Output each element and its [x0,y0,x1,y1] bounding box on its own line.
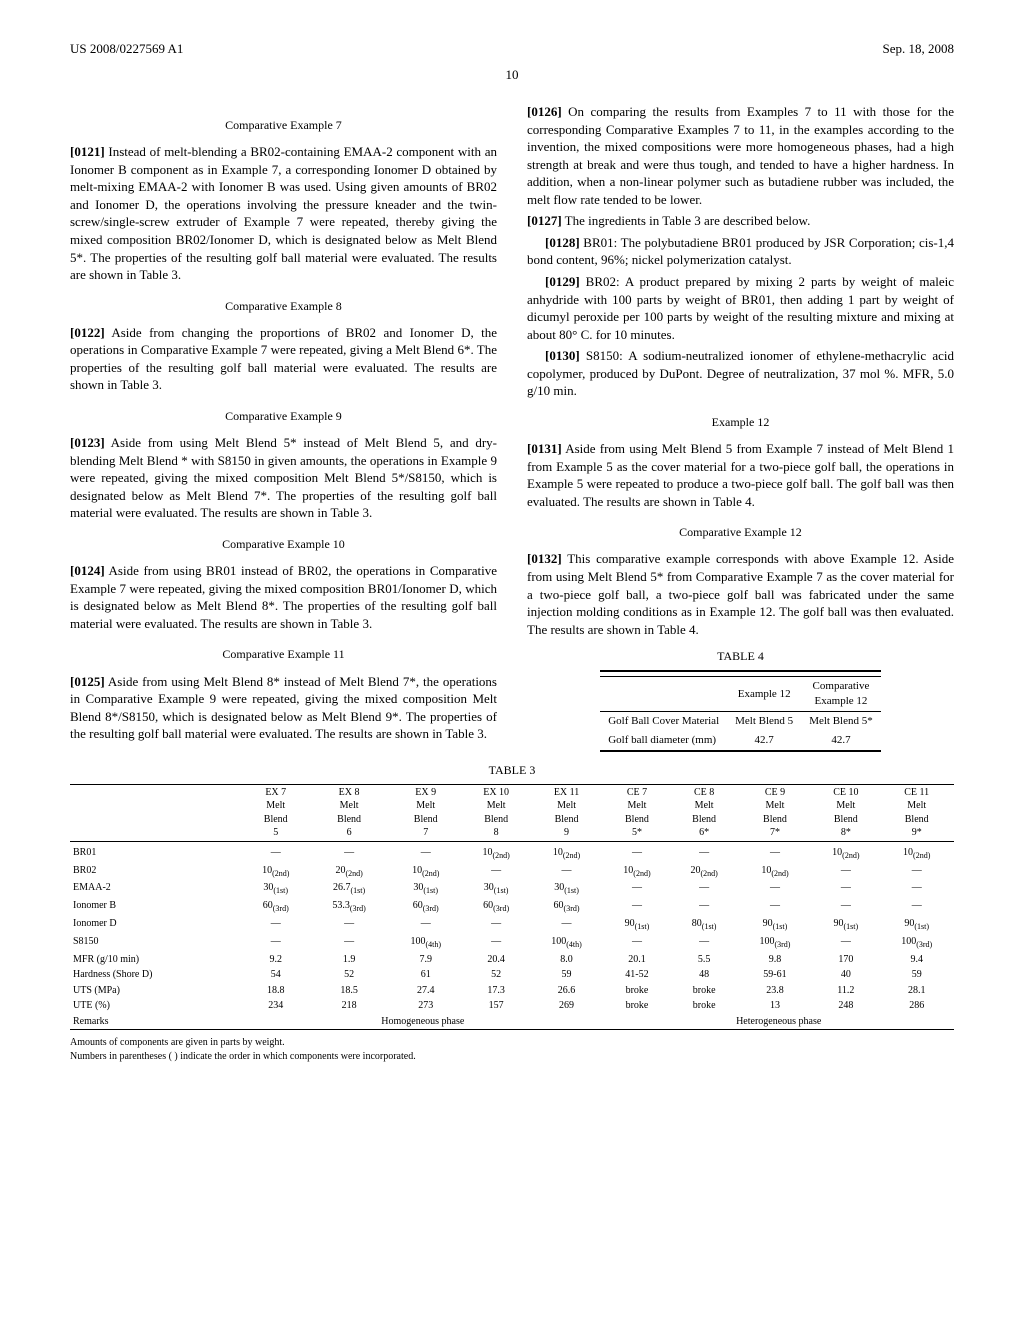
section-heading: Comparative Example 8 [70,298,497,314]
section-heading: Comparative Example 11 [70,646,497,662]
pub-date: Sep. 18, 2008 [883,40,955,58]
paragraph: [0129] BR02: A product prepared by mixin… [527,273,954,343]
section-heading: Comparative Example 12 [527,524,954,540]
paragraph: [0125] Aside from using Melt Blend 8* in… [70,673,497,743]
paragraph: [0123] Aside from using Melt Blend 5* in… [70,434,497,522]
section-heading: Comparative Example 7 [70,117,497,133]
section-heading: Example 12 [527,414,954,430]
paragraph: [0124] Aside from using BR01 instead of … [70,562,497,632]
paragraph: [0131] Aside from using Melt Blend 5 fro… [527,440,954,510]
paragraph: [0122] Aside from changing the proportio… [70,324,497,394]
table-footnotes: Amounts of components are given in parts… [70,1036,954,1063]
right-column: [0126] On comparing the results from Exa… [527,103,954,752]
page-header: US 2008/0227569 A1 Sep. 18, 2008 [70,40,954,58]
pub-number: US 2008/0227569 A1 [70,40,183,58]
paragraph: [0127] The ingredients in Table 3 are de… [527,212,954,230]
paragraph: [0126] On comparing the results from Exa… [527,103,954,208]
table-4: Example 12Comparative Example 12Golf Bal… [600,670,881,751]
paragraph: [0132] This comparative example correspo… [527,550,954,638]
table-title: TABLE 4 [527,648,954,664]
section-heading: Comparative Example 9 [70,408,497,424]
section-heading: Comparative Example 10 [70,536,497,552]
paragraph: [0130] S8150: A sodium-neutralized ionom… [527,347,954,400]
page-number: 10 [70,66,954,84]
table-title: TABLE 3 [70,762,954,778]
paragraph: [0128] BR01: The polybutadiene BR01 prod… [527,234,954,269]
paragraph: [0121] Instead of melt-blending a BR02-c… [70,143,497,283]
left-column: Comparative Example 7 [0121] Instead of … [70,103,497,752]
table-3: EX 7MeltBlend5EX 8MeltBlend6EX 9MeltBlen… [70,784,954,1030]
